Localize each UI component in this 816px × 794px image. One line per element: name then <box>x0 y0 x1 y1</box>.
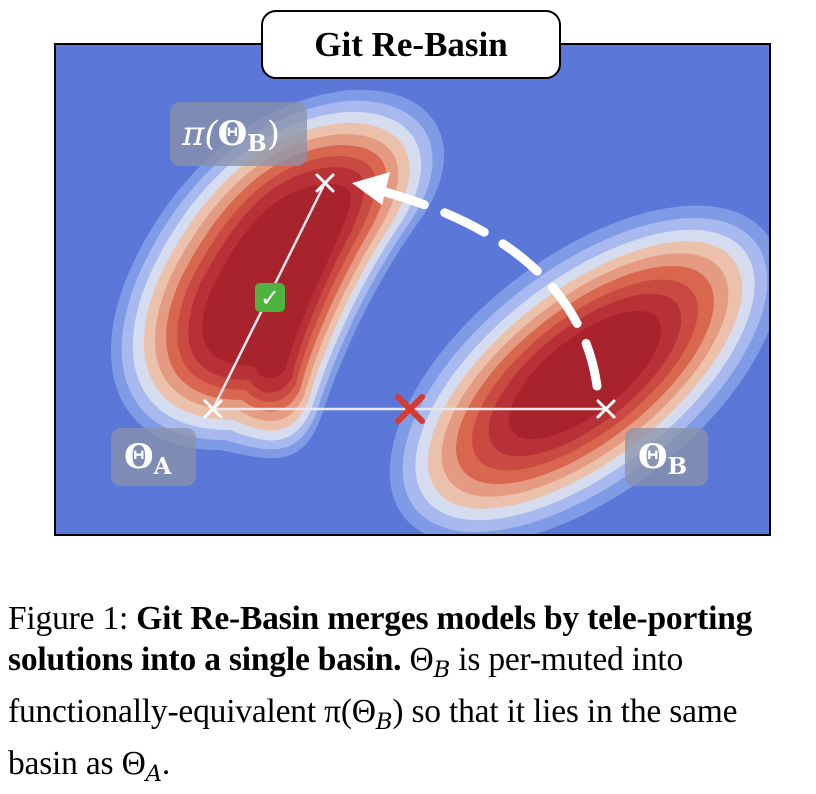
caption-text-4: . <box>161 744 170 782</box>
point-theta-a-marker <box>203 399 223 419</box>
caption-bold: Git Re-Basin merges models by tele-porti… <box>8 600 753 678</box>
point-theta-b-marker <box>596 399 616 419</box>
cross-mark-icon <box>395 394 425 424</box>
caption-sub-2: B <box>375 708 393 735</box>
label-theta-b: ΘB <box>625 428 708 486</box>
caption-text-1: Θ <box>401 641 434 678</box>
label-pi-theta-b: π(ΘB) <box>170 102 307 166</box>
svg-text:ΘA: ΘA <box>124 437 173 480</box>
basin-left <box>110 89 445 459</box>
svg-text:ΘB: ΘB <box>638 437 687 480</box>
loss-landscape-diagram: ✓ ΘA ΘB π(ΘB) Git Re-Basin <box>54 10 771 536</box>
check-mark-icon: ✓ <box>255 283 285 312</box>
caption-sub-1: B <box>433 656 451 683</box>
git-rebasin-figure: ✓ ΘA ΘB π(ΘB) Git Re-Basin <box>54 10 771 536</box>
figure-title: Git Re-Basin <box>314 25 507 64</box>
figure-title-box: Git Re-Basin <box>261 10 561 79</box>
point-pi-theta-b-marker <box>315 173 335 193</box>
svg-text:π(ΘB): π(ΘB) <box>181 114 280 157</box>
caption-prefix: Figure 1: <box>8 600 137 637</box>
check-glyph: ✓ <box>260 284 280 312</box>
caption-text-3: ) so that it lies in the same basin as Θ <box>8 692 738 782</box>
caption-text-2: is per-muted into functionally-equivalen… <box>8 641 684 730</box>
label-theta-a: ΘA <box>111 428 196 486</box>
figure-caption: Figure 1: Git Re-Basin merges models by … <box>8 598 810 794</box>
basin-right <box>389 205 770 535</box>
permutation-arrow <box>380 187 602 391</box>
caption-sub-3: A <box>145 760 162 787</box>
permutation-arrowhead <box>352 172 390 205</box>
